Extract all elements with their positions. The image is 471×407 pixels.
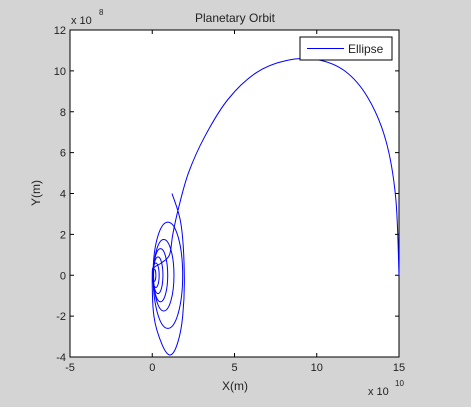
x-tick-label: 5 <box>231 362 237 374</box>
x-multiplier-base: x 10 <box>368 386 389 398</box>
y-tick-label: -2 <box>56 311 66 323</box>
y-tick-label: 0 <box>60 270 66 282</box>
orbit-inner-loop <box>152 268 157 282</box>
chart-title: Planetary Orbit <box>195 11 276 25</box>
x-axis: -5 0 5 10 15 <box>65 30 405 374</box>
y-axis-multiplier: x 10 8 <box>71 8 104 27</box>
y-multiplier-exponent: 8 <box>99 8 104 17</box>
legend-label-ellipse: Ellipse <box>348 42 384 56</box>
x-tick-label: 0 <box>149 362 155 374</box>
x-tick-label: 15 <box>393 362 405 374</box>
x-multiplier-exponent: 10 <box>395 379 404 388</box>
y-axis-label: Y(m) <box>29 180 43 206</box>
x-axis-label: X(m) <box>222 379 248 393</box>
plot-area <box>69 29 400 358</box>
legend: Ellipse <box>299 36 393 61</box>
orbit-path-ellipse <box>151 58 400 356</box>
x-tick-label: -5 <box>65 362 75 374</box>
y-multiplier-base: x 10 <box>71 15 92 27</box>
y-tick-label: 4 <box>60 189 66 201</box>
x-axis-multiplier: x 10 10 <box>368 379 404 398</box>
y-tick-label: 8 <box>60 107 66 119</box>
y-tick-label: 10 <box>54 66 66 78</box>
y-tick-label: 6 <box>60 148 66 160</box>
y-tick-label: 2 <box>60 229 66 241</box>
y-tick-label: 12 <box>54 25 66 37</box>
legend-box <box>299 36 393 61</box>
y-axis: -4 -2 0 2 4 6 8 10 12 <box>54 25 399 364</box>
series-layer <box>151 58 400 356</box>
y-tick-label: -4 <box>56 352 66 364</box>
x-tick-label: 10 <box>311 362 323 374</box>
